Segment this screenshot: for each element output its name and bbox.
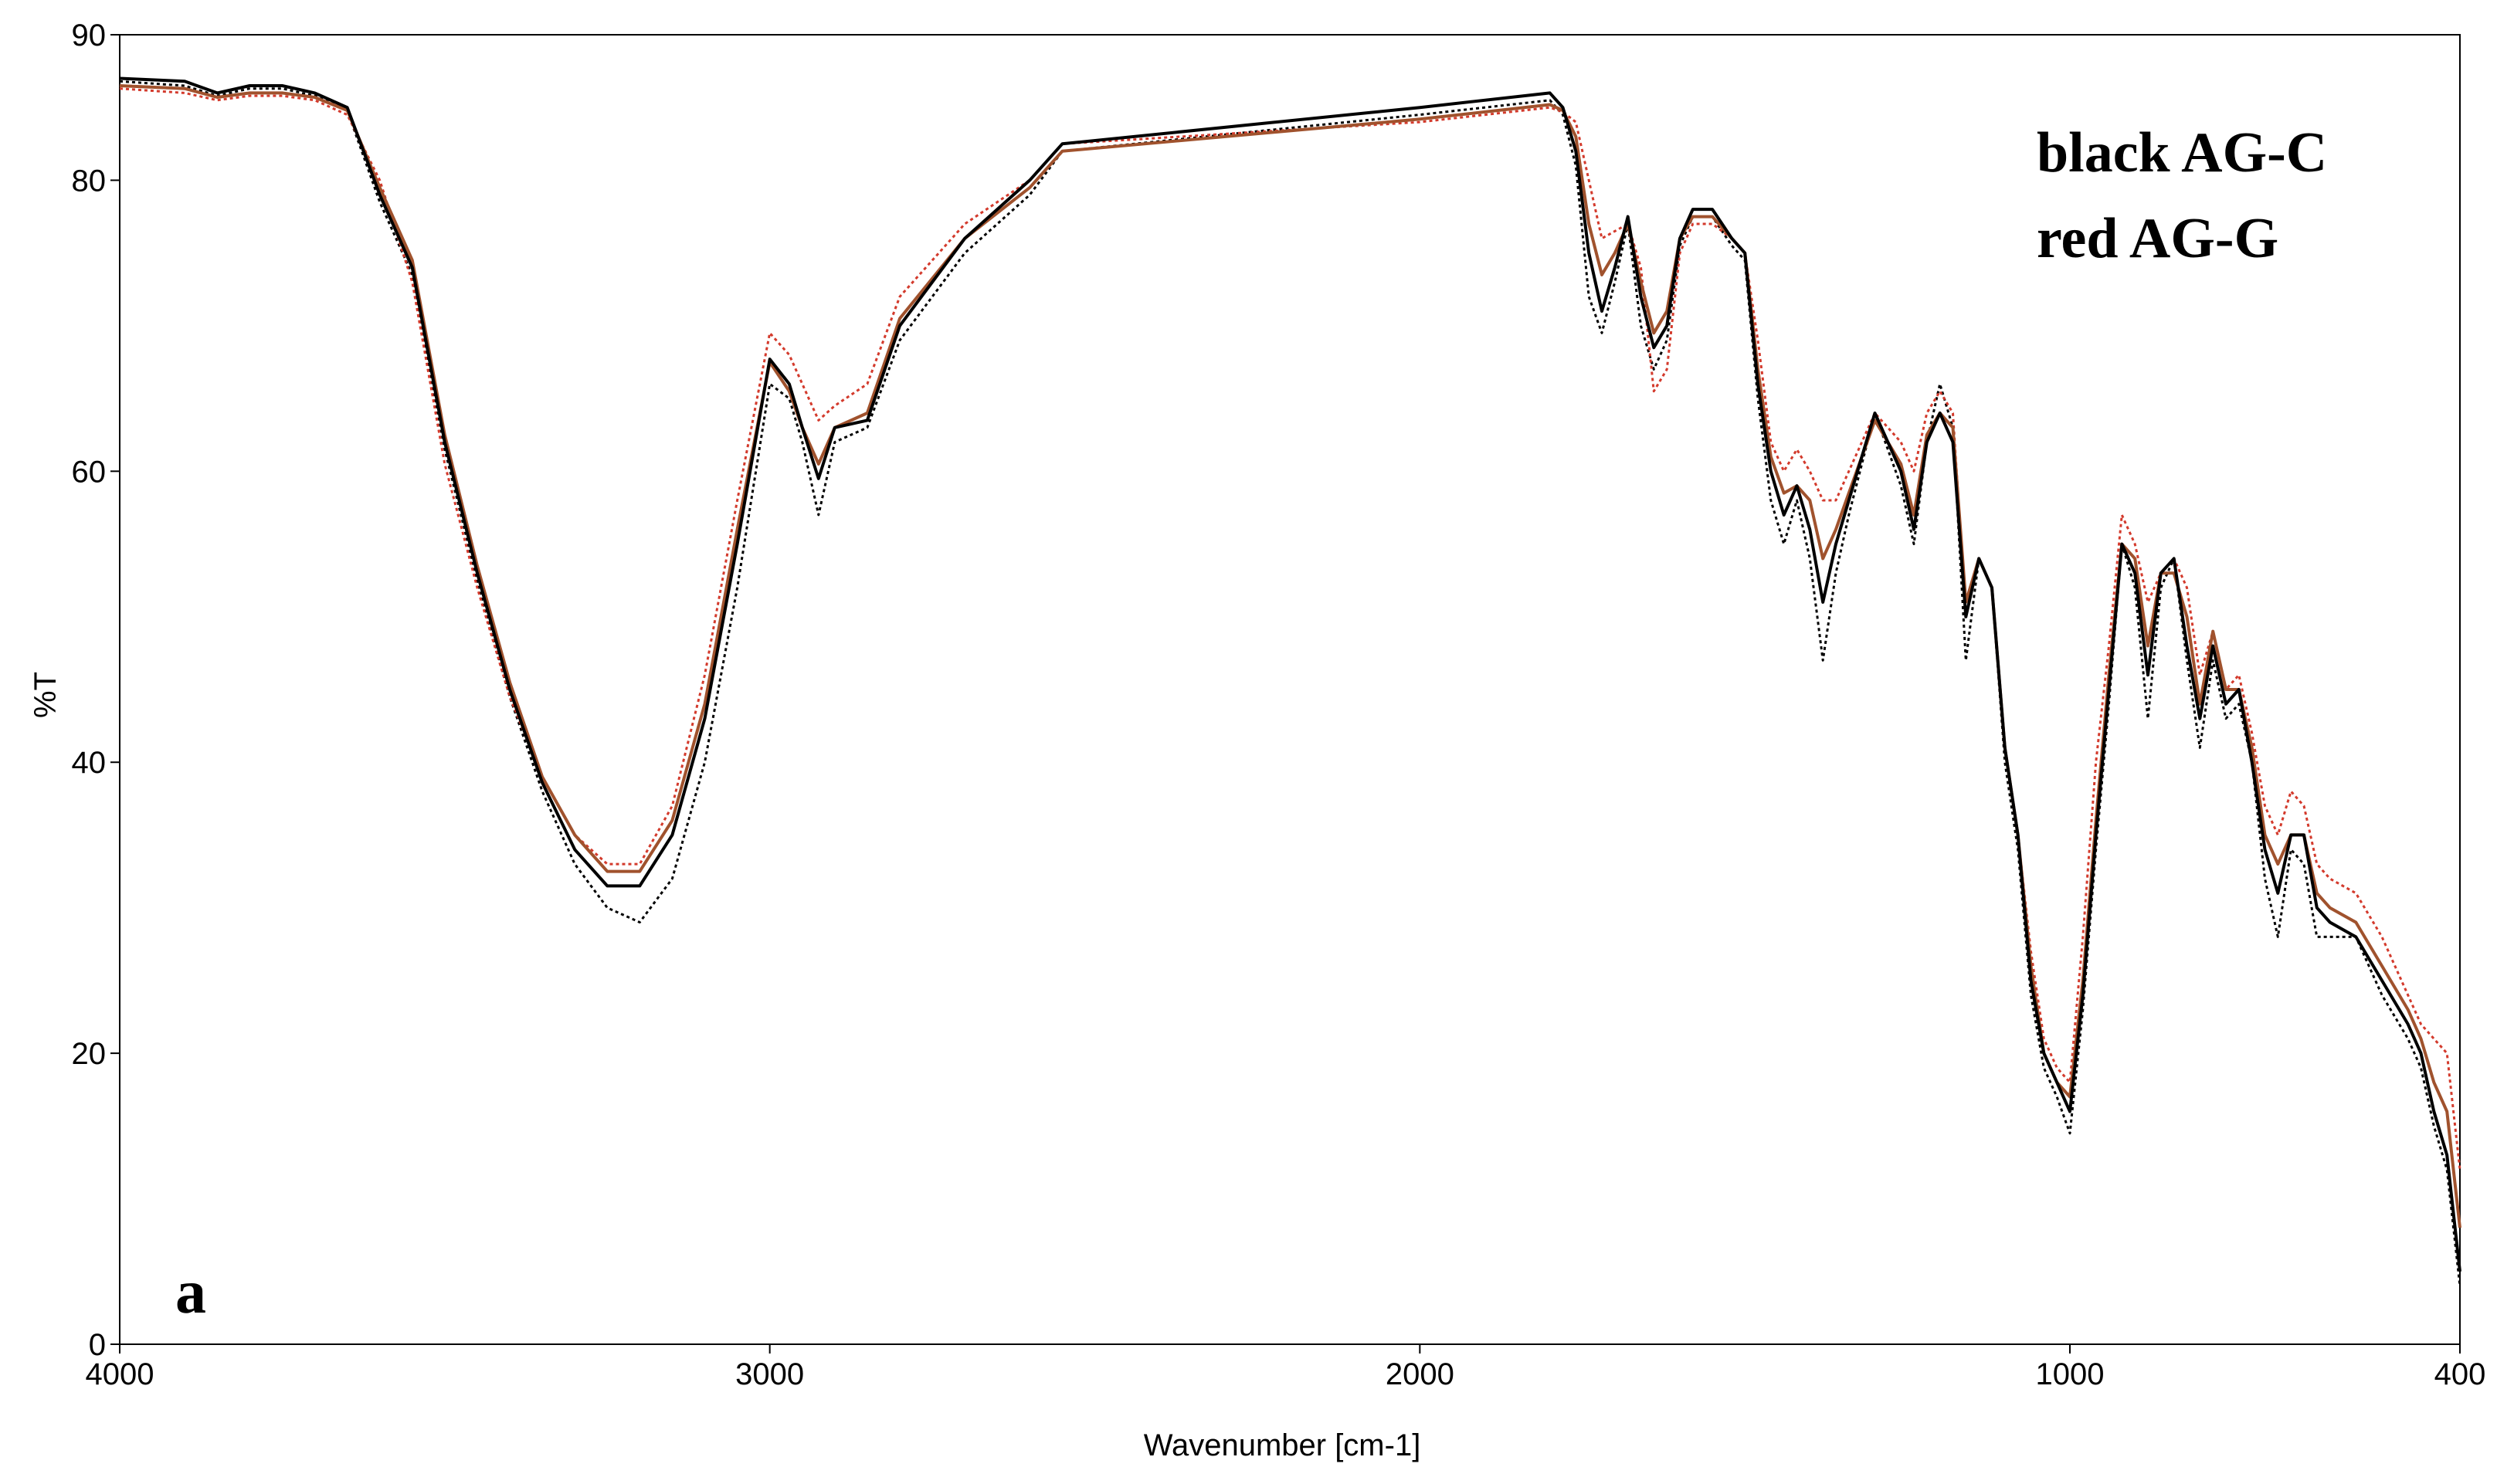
x-tick-label: 3000 [735,1357,804,1391]
y-tick-label: 40 [72,746,107,780]
annotation: a [175,1259,206,1326]
annotation: red AG-G [2037,207,2278,270]
x-axis-label: Wavenumber [cm-1] [1144,1428,1421,1462]
spectrum-line [119,76,2461,1272]
y-axis-label: %T [29,672,63,718]
y-tick-label: 80 [72,164,107,198]
plot-frame [119,34,2461,1345]
y-tick-label: 90 [72,19,107,53]
x-tick-label: 1000 [2036,1357,2105,1391]
x-tick-label: 2000 [1386,1357,1454,1391]
y-tick-label: 20 [72,1037,107,1071]
x-tick-label: 4000 [86,1357,154,1391]
annotation: black AG-C [2037,121,2327,185]
y-tick-label: 60 [72,455,107,489]
y-tick-label: 0 [89,1328,106,1362]
spectrum-line [119,84,2461,1228]
x-tick-label: 400 [2434,1357,2486,1391]
spectrum-line [119,80,2461,1286]
